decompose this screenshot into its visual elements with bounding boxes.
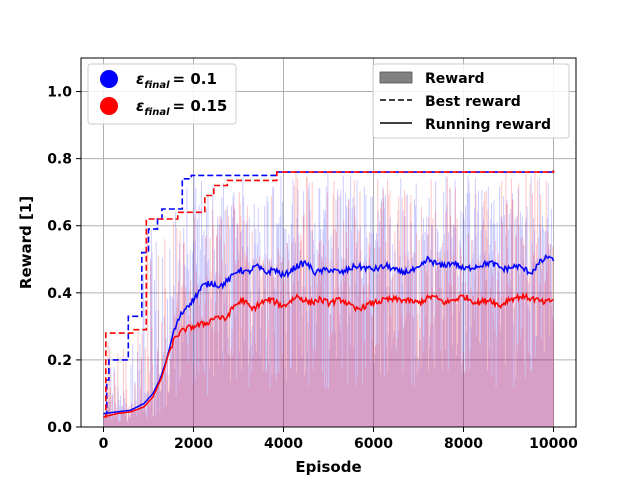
color-legend-label-red: εfinal = 0.15 bbox=[136, 97, 227, 118]
color-legend-marker-red bbox=[100, 97, 118, 115]
reward-bars bbox=[103, 172, 554, 427]
y-tick-label: 0.0 bbox=[47, 420, 72, 436]
y-tick-label: 0.4 bbox=[47, 286, 72, 302]
style-legend-label-best-reward: Best reward bbox=[425, 94, 521, 110]
x-tick-label: 0 bbox=[99, 436, 109, 452]
color-legend-label-blue: εfinal = 0.1 bbox=[136, 70, 217, 91]
color-legend-marker-blue bbox=[100, 70, 118, 88]
x-tick-label: 2000 bbox=[174, 436, 213, 452]
style-legend-bar-swatch bbox=[379, 71, 413, 84]
y-tick-label: 0.6 bbox=[47, 219, 72, 235]
plot-frame bbox=[80, 57, 577, 428]
style-legend-label-reward: Reward bbox=[425, 71, 485, 87]
style-legend-box bbox=[372, 63, 570, 139]
best-reward-line-eps_0.15 bbox=[103, 170, 555, 418]
color-legend: εfinal = 0.1 εfinal = 0.15 bbox=[87, 63, 237, 125]
style-legend-label-running-reward: Running reward bbox=[425, 117, 551, 133]
y-tick-label: 0.8 bbox=[47, 152, 72, 168]
axis-ticks: 0 2000 4000 6000 8000 10000 0.0 0.2 0.4 0.6 0.8 1.0 bbox=[47, 85, 578, 452]
x-axis-label: Episode bbox=[295, 458, 361, 476]
reward-bars-eps_0.1 bbox=[103, 172, 554, 427]
y-tick-label: 1.0 bbox=[47, 85, 72, 101]
best-reward-line-eps_0.1 bbox=[103, 170, 555, 415]
x-tick-label: 8000 bbox=[444, 436, 483, 452]
reward-lines bbox=[103, 170, 555, 418]
grid bbox=[81, 58, 576, 428]
running-reward-line-eps_0.15 bbox=[103, 292, 554, 418]
x-tick-label: 10000 bbox=[529, 436, 578, 452]
reward-bars-eps_0.15 bbox=[103, 172, 554, 427]
x-tick-label: 6000 bbox=[354, 436, 393, 452]
running-reward-line-eps_0.1 bbox=[103, 253, 555, 415]
y-tick-label: 0.2 bbox=[47, 353, 72, 369]
y-axis-label: Reward [1] bbox=[17, 196, 35, 289]
style-legend: Reward Best reward Running reward bbox=[372, 63, 570, 139]
color-legend-box bbox=[87, 63, 237, 125]
x-tick-label: 4000 bbox=[264, 436, 303, 452]
